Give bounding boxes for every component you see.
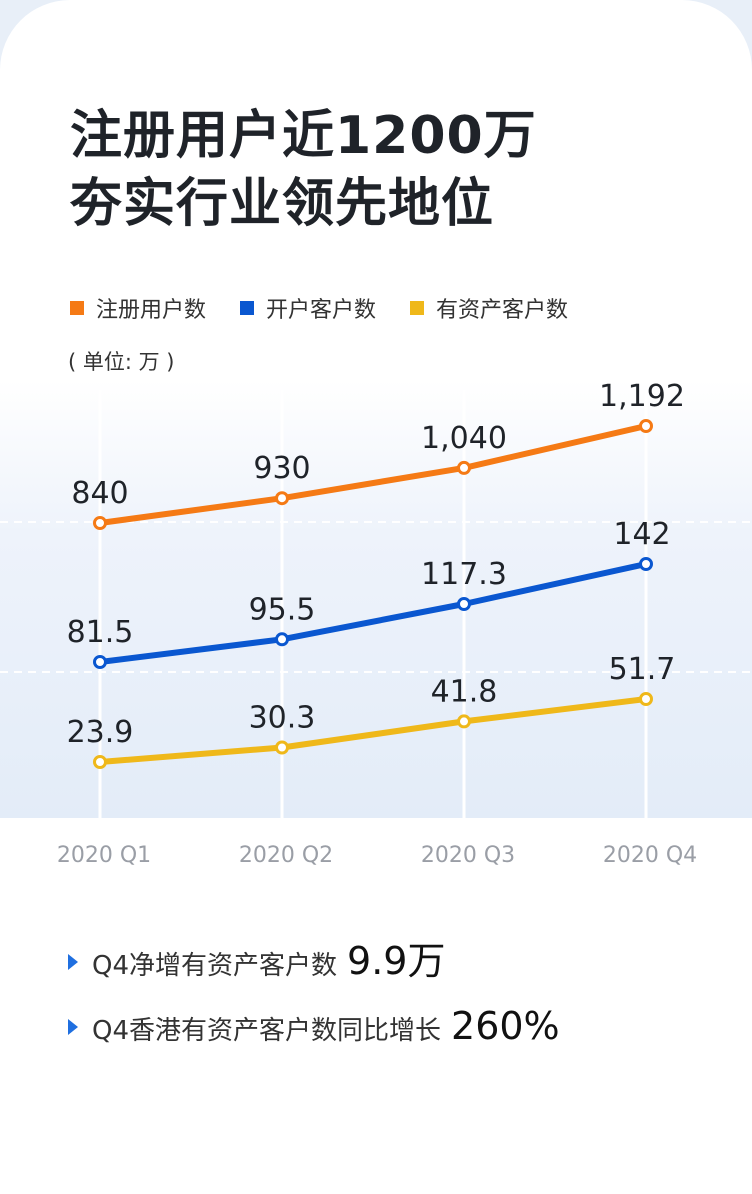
data-label: 95.5	[249, 592, 316, 627]
data-label: 142	[613, 517, 670, 552]
x-tick-label: 2020 Q4	[603, 843, 697, 868]
x-tick-label: 2020 Q2	[239, 843, 333, 868]
data-point	[639, 419, 653, 433]
legend-swatch-blue	[240, 301, 255, 315]
chart-legend: 注册用户数 开户客户数 有资产客户数	[70, 292, 602, 324]
rounded-corner	[0, 0, 70, 70]
title-line-2: 夯实行业领先地位	[70, 174, 495, 234]
series-line	[97, 696, 649, 765]
data-label: 1,192	[599, 379, 685, 414]
data-point	[457, 460, 471, 475]
data-label: 117.3	[421, 557, 507, 592]
highlight-text: Q4净增有资产客户数	[92, 951, 338, 981]
data-point	[93, 655, 107, 669]
legend-item-registered: 注册用户数	[70, 292, 206, 324]
data-label: 930	[253, 451, 310, 486]
highlight-value: 9.9万	[347, 939, 446, 983]
legend-swatch-orange	[70, 301, 84, 315]
data-point	[275, 491, 289, 506]
line-chart: 840 930 1,040 1,192 81.5 95.5 117.3 142 23.9 30.3…	[56, 379, 698, 868]
data-label: 1,040	[421, 421, 507, 456]
x-tick-label: 2020 Q3	[421, 843, 515, 868]
data-point	[275, 632, 289, 647]
page-title: 注册用户近1200万 夯实行业领先地位	[70, 102, 537, 238]
series-line	[97, 423, 649, 526]
data-point	[275, 740, 289, 755]
data-label: 840	[71, 476, 128, 511]
legend-label: 注册用户数	[96, 298, 207, 323]
data-point	[639, 557, 653, 571]
series-line	[97, 561, 649, 665]
legend-item-opened: 开户客户数	[240, 292, 376, 324]
highlight-item: Q4净增有资产客户数 9.9万	[68, 930, 560, 983]
highlight-value: 260%	[451, 1004, 560, 1048]
data-point	[457, 597, 471, 611]
triangle-bullet-icon	[68, 1019, 78, 1035]
legend-label: 有资产客户数	[436, 298, 569, 323]
chart-background	[0, 380, 752, 818]
highlight-text: Q4香港有资产客户数同比增长	[92, 1016, 442, 1046]
legend-label: 开户客户数	[266, 298, 377, 323]
highlights: Q4净增有资产客户数 9.9万 Q4香港有资产客户数同比增长 260%	[68, 930, 560, 1078]
data-point	[457, 714, 471, 729]
highlight-item: Q4香港有资产客户数同比增长 260%	[68, 1004, 560, 1048]
data-label: 51.7	[609, 652, 676, 687]
data-point	[93, 755, 107, 769]
data-label: 81.5	[67, 615, 134, 650]
x-tick-label: 2020 Q1	[57, 843, 151, 868]
legend-swatch-yellow	[410, 301, 425, 315]
data-label: 30.3	[249, 701, 316, 736]
triangle-bullet-icon	[68, 954, 78, 970]
data-point	[639, 692, 653, 706]
legend-item-funded: 有资产客户数	[410, 292, 568, 324]
unit-label: ( 单位: 万 )	[68, 350, 175, 374]
title-line-1: 注册用户近1200万	[70, 106, 537, 166]
data-point	[93, 516, 107, 530]
data-label: 41.8	[431, 674, 498, 709]
data-label: 23.9	[67, 715, 134, 750]
